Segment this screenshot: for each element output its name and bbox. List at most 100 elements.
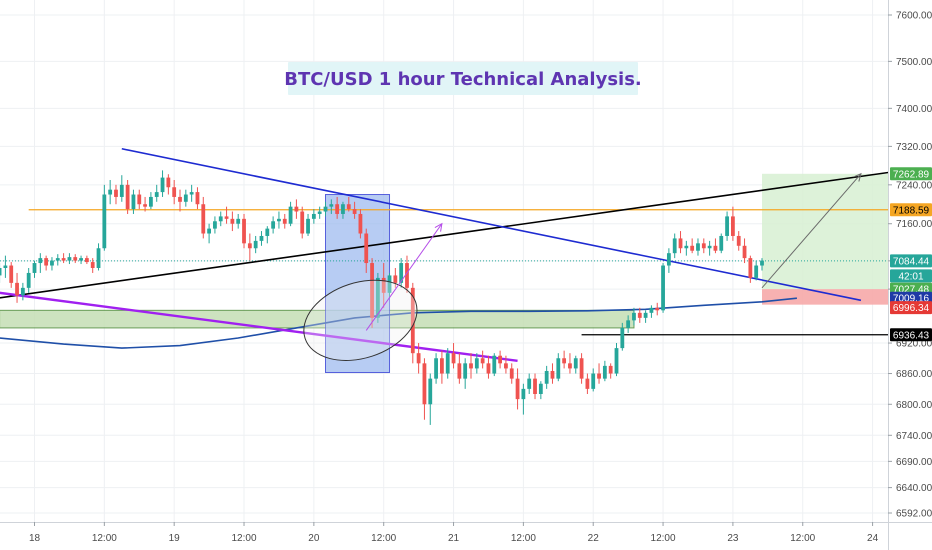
price-badge-label: 7084.44 <box>893 256 930 267</box>
candle-body <box>678 238 683 249</box>
candle-body <box>440 358 444 374</box>
candle-body <box>114 189 118 197</box>
candle-body <box>661 265 665 311</box>
candle-body <box>183 194 188 202</box>
time-tick-label: 21 <box>448 533 460 544</box>
candle-body <box>410 287 415 354</box>
candle-body <box>26 272 31 288</box>
candle-body <box>707 245 712 249</box>
time-tick-label: 18 <box>29 533 41 544</box>
price-badge-label: 7027.48 <box>893 285 930 296</box>
time-tick-label: 12:00 <box>790 533 815 544</box>
price-tick-label: 7400.00 <box>896 104 932 115</box>
candle-body <box>277 218 281 222</box>
candle-body <box>690 245 695 251</box>
candle-body <box>608 365 613 374</box>
candle-body <box>20 287 25 296</box>
time-tick-label: 12:00 <box>92 533 117 544</box>
candle-body <box>498 355 502 364</box>
candle-body <box>137 194 142 205</box>
candle-body <box>96 248 101 268</box>
candle-body <box>265 228 270 236</box>
time-tick-label: 12:00 <box>232 533 257 544</box>
price-badge <box>890 328 932 342</box>
time-axis-background <box>0 522 932 550</box>
candle-body <box>375 277 380 318</box>
candle-body <box>102 194 107 249</box>
candle-body <box>684 245 689 249</box>
candle-body <box>544 370 549 384</box>
candle-body <box>154 192 159 197</box>
candle-body <box>538 383 543 394</box>
candle-body <box>288 206 293 224</box>
candle-body <box>247 243 252 249</box>
candle-body <box>527 378 532 389</box>
candle-body <box>632 312 636 321</box>
descending-trendline <box>121 147 862 302</box>
candle-body <box>38 258 43 264</box>
candle-body <box>736 235 741 246</box>
candle-body <box>626 320 631 328</box>
price-tick-label: 6592.00 <box>896 509 932 520</box>
candle-body <box>428 378 433 405</box>
time-tick-label: 19 <box>169 533 181 544</box>
price-badge-label: 7009.16 <box>893 294 930 305</box>
candle-body <box>335 204 340 214</box>
candle-body <box>207 228 211 234</box>
candle-body <box>364 233 369 264</box>
candle-body <box>236 218 241 224</box>
projection-arrow-head <box>434 222 443 232</box>
candle-body <box>416 353 421 364</box>
candle-body <box>149 196 153 207</box>
price-tick-label: 6740.00 <box>896 431 932 442</box>
candle-body <box>323 206 328 212</box>
projection-arrow-shaft <box>365 223 443 331</box>
candle-body <box>271 221 276 229</box>
candle-body <box>533 378 537 394</box>
candle-body <box>119 184 124 197</box>
candle-body <box>731 216 735 236</box>
candle-body <box>282 218 287 224</box>
candle-body <box>143 204 147 207</box>
candle-body <box>224 216 229 219</box>
candle-body <box>393 275 398 283</box>
candle-body <box>701 243 706 249</box>
time-tick-label: 23 <box>727 533 739 544</box>
price-tick-label: 6920.00 <box>896 339 932 350</box>
candle-body <box>655 307 660 311</box>
candle-body <box>742 245 747 259</box>
candle-body <box>230 218 235 224</box>
annotation-ellipse <box>303 279 418 361</box>
price-badge-label: 6936.43 <box>893 330 930 341</box>
candle-body <box>178 196 182 202</box>
candle-body <box>311 213 316 219</box>
price-tick-label: 7500.00 <box>896 57 932 68</box>
candle-body <box>9 265 14 283</box>
candle-body <box>620 327 625 349</box>
candle-body <box>474 358 479 369</box>
candle-body <box>666 253 671 266</box>
candle-body <box>73 257 78 261</box>
rising-trendline <box>0 165 932 299</box>
price-tick-label: 7240.00 <box>896 180 932 191</box>
candle-body <box>370 263 374 318</box>
candle-body <box>451 353 456 364</box>
candle-body <box>445 353 450 374</box>
candle-body <box>201 204 206 234</box>
chart-title-group: BTC/USD 1 hour Technical Analysis. <box>284 62 642 95</box>
candle-body <box>585 378 590 389</box>
candle-body <box>15 282 19 296</box>
candle-body <box>84 258 89 263</box>
candle-body <box>108 189 113 195</box>
price-badge-label: 7188.59 <box>893 205 930 216</box>
price-badge-label: 7262.89 <box>893 169 930 180</box>
candle-body <box>387 275 392 293</box>
price-tick-label: 6690.00 <box>896 457 932 468</box>
candle-body <box>515 378 520 400</box>
candle-body <box>3 265 8 268</box>
candle-body <box>579 358 584 379</box>
candle-body <box>591 373 596 389</box>
candle-body <box>195 192 200 205</box>
candle-body <box>346 204 351 210</box>
